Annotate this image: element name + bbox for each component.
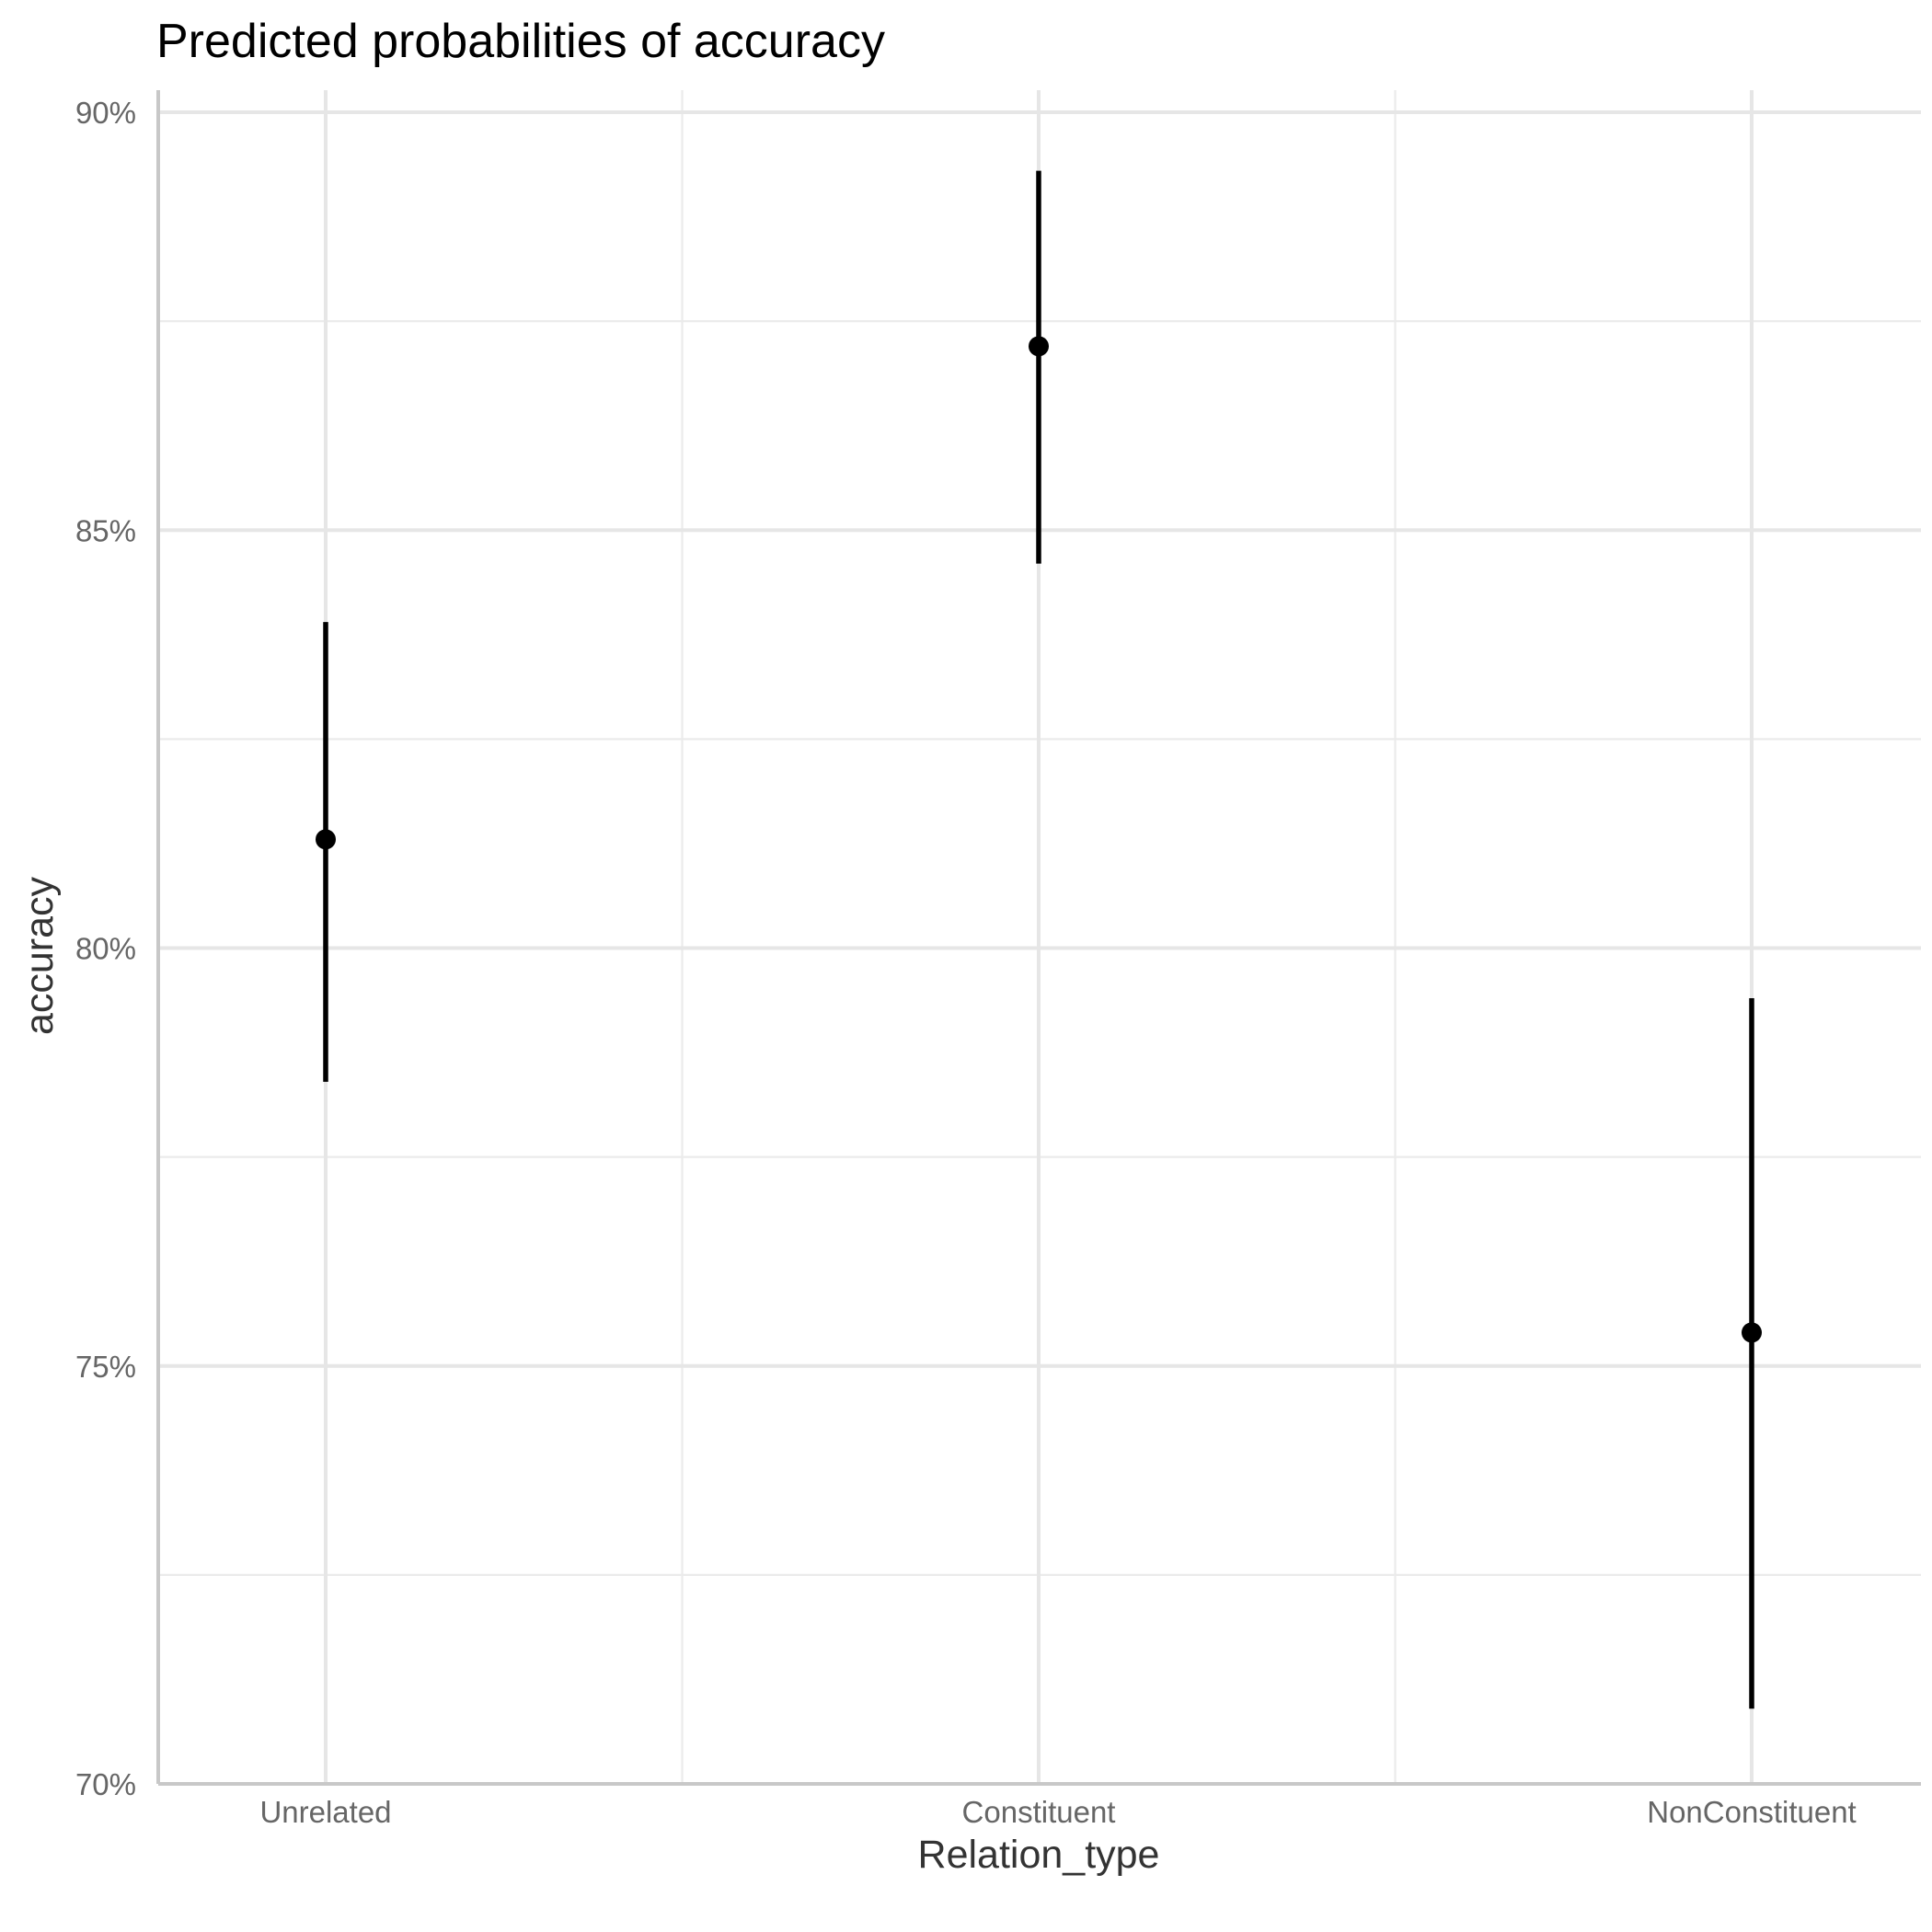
y-axis-title: accuracy (17, 876, 62, 1035)
x-tick-label: Unrelated (259, 1795, 391, 1829)
x-axis-title: Relation_type (918, 1833, 1160, 1877)
data-point (316, 829, 336, 850)
y-tick-labels: 70% 75% 80% 85% 90% (75, 96, 136, 1801)
data-point (1742, 1322, 1762, 1343)
data-point (1029, 336, 1049, 357)
x-tick-label: NonConstituent (1647, 1795, 1856, 1829)
y-tick-label: 80% (75, 932, 136, 966)
y-tick-label: 85% (75, 513, 136, 547)
data-marks (316, 170, 1762, 1709)
x-tick-labels: Unrelated Constituent NonConstituent (259, 1795, 1856, 1829)
y-tick-label: 75% (75, 1350, 136, 1384)
y-tick-label: 70% (75, 1767, 136, 1801)
chart-title: Predicted probabilities of accuracy (156, 15, 885, 68)
y-tick-label: 90% (75, 96, 136, 130)
axes (156, 90, 1921, 1786)
x-tick-label: Constituent (962, 1795, 1116, 1829)
